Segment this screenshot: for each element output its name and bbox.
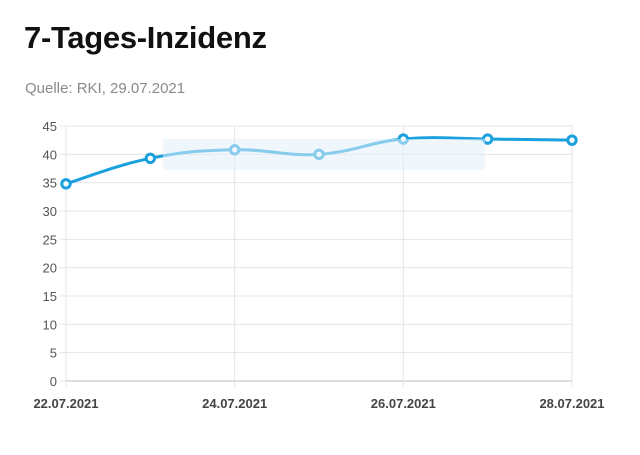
y-tick-label: 15: [43, 289, 57, 304]
y-tick-label: 25: [43, 232, 57, 247]
x-tick-label: 26.07.2021: [371, 396, 436, 411]
x-tick-label: 24.07.2021: [202, 396, 267, 411]
data-point[interactable]: [228, 144, 241, 156]
y-tick-label: 35: [43, 176, 57, 191]
axis-layer: [60, 125, 67, 382]
chart-source: Quelle: RKI, 29.07.2021: [25, 80, 186, 97]
grid-layer: [65, 125, 573, 387]
data-point[interactable]: [144, 152, 157, 165]
y-tick-label: 5: [50, 346, 57, 361]
y-tick-label: 30: [43, 204, 57, 219]
series-line: [64, 136, 574, 186]
y-tick-label: 10: [43, 317, 57, 332]
data-point[interactable]: [481, 133, 494, 145]
x-tick-label: 22.07.2021: [33, 396, 98, 411]
data-point[interactable]: [60, 178, 72, 190]
series-layer: [60, 133, 578, 190]
data-point[interactable]: [566, 134, 578, 146]
label-layer: 0 5 10 15 20 25 30 35 40 45 22.07.2021 24.07.2021 26…: [33, 119, 604, 411]
y-tick-label: 20: [43, 261, 57, 276]
y-tick-label: 0: [50, 374, 57, 389]
x-tick-label: 28.07.2021: [539, 396, 604, 411]
y-tick-label: 45: [43, 119, 57, 134]
chart-title: 7-Tages-Inzidenz: [24, 20, 267, 55]
data-point[interactable]: [313, 148, 325, 161]
y-tick-label: 40: [43, 147, 57, 162]
data-point[interactable]: [397, 133, 410, 145]
